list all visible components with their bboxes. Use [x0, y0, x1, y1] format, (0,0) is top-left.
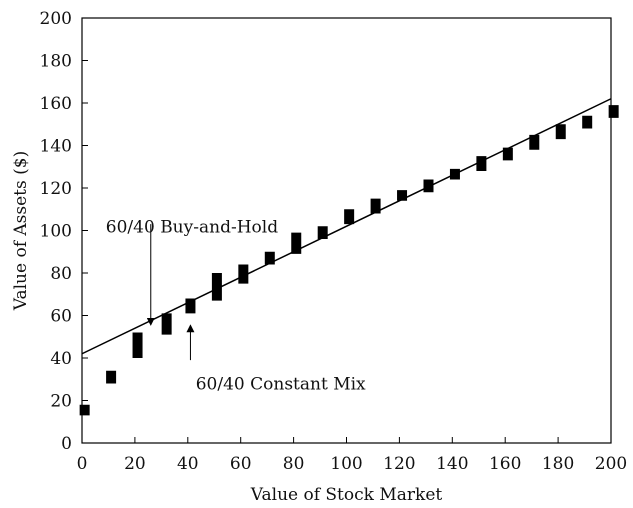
x-tick-label: 160 — [489, 454, 521, 474]
data-point-marker — [185, 298, 196, 314]
y-tick-label: 200 — [40, 9, 72, 29]
y-tick-label: 60 — [50, 307, 72, 327]
data-point-marker — [161, 313, 172, 335]
y-axis-label: Value of Assets ($) — [11, 151, 31, 311]
x-tick-label: 200 — [595, 454, 627, 474]
x-tick-label: 80 — [283, 454, 305, 474]
x-tick-label: 140 — [436, 454, 468, 474]
y-tick-label: 40 — [50, 349, 72, 369]
data-point-marker — [291, 232, 302, 254]
x-axis-label: Value of Stock Market — [250, 485, 443, 505]
data-point-marker — [502, 147, 513, 161]
data-marks — [79, 105, 619, 416]
y-tick-label: 140 — [40, 137, 72, 157]
y-tick-label: 100 — [40, 222, 72, 242]
annotations: 60/40 Buy-and-Hold 60/40 Constant Mix — [106, 217, 366, 394]
y-tick-label: 20 — [50, 392, 72, 412]
data-point-marker — [608, 105, 619, 118]
x-tick-label: 100 — [330, 454, 362, 474]
data-point-marker — [238, 264, 249, 284]
data-point-marker — [344, 209, 355, 225]
y-tick-label: 180 — [40, 52, 72, 72]
data-point-marker — [79, 404, 90, 416]
x-tick-label: 180 — [542, 454, 574, 474]
data-point-marker — [264, 251, 275, 265]
y-tick-label: 120 — [40, 179, 72, 199]
data-point-marker — [106, 370, 117, 384]
data-point-marker — [397, 190, 408, 201]
x-axis-ticks: 0 20 40 60 80 100 120 140 160 180 200 — [77, 437, 627, 474]
data-point-marker — [476, 156, 487, 171]
data-point-marker — [370, 198, 381, 214]
x-tick-label: 60 — [230, 454, 252, 474]
trend-line — [81, 98, 612, 355]
x-tick-label: 120 — [383, 454, 415, 474]
plot-frame — [81, 17, 612, 444]
constant-mix-annotation: 60/40 Constant Mix — [196, 375, 366, 395]
y-axis-ticks: 0 20 40 60 80 100 120 140 160 180 200 — [40, 9, 88, 454]
data-point-marker — [317, 226, 328, 239]
y-tick-label: 160 — [40, 94, 72, 114]
data-point-marker — [582, 115, 593, 129]
y-tick-label: 0 — [61, 434, 72, 454]
data-point-marker — [555, 124, 566, 140]
buy-and-hold-annotation: 60/40 Buy-and-Hold — [106, 217, 278, 237]
trend-lines — [81, 98, 612, 355]
data-point-marker — [423, 179, 434, 193]
x-tick-label: 0 — [77, 454, 88, 474]
y-tick-label: 80 — [50, 264, 72, 284]
x-tick-label: 20 — [124, 454, 146, 474]
data-point-marker — [132, 332, 143, 358]
data-point-marker — [211, 273, 222, 301]
data-point-marker — [529, 134, 540, 150]
x-tick-label: 40 — [177, 454, 199, 474]
